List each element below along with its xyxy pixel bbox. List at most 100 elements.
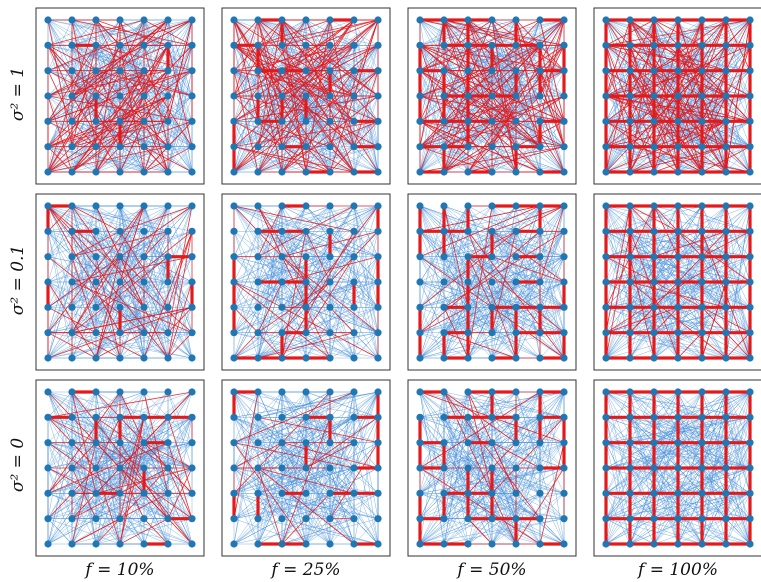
- network-node: [560, 303, 568, 311]
- network-node: [674, 143, 682, 151]
- network-node: [140, 41, 148, 49]
- random-edge: [143, 19, 193, 46]
- network-node: [140, 202, 148, 210]
- network-node: [488, 202, 496, 210]
- random-edge: [281, 205, 379, 333]
- network-node: [374, 143, 382, 151]
- network-node: [560, 16, 568, 24]
- network-node: [188, 253, 196, 261]
- network-edge: [47, 205, 73, 308]
- network-node: [698, 41, 706, 49]
- random-edge: [281, 95, 307, 147]
- random-edge: [677, 121, 703, 147]
- random-edge: [95, 95, 145, 173]
- network-node: [68, 227, 76, 235]
- network-node: [650, 92, 658, 100]
- network-node: [674, 41, 682, 49]
- network-node: [230, 253, 238, 261]
- network-node: [302, 202, 310, 210]
- random-edge: [233, 205, 355, 333]
- network-node: [326, 227, 334, 235]
- random-edge: [95, 256, 121, 283]
- network-node: [254, 354, 262, 362]
- network-node: [488, 303, 496, 311]
- network-node: [92, 92, 100, 100]
- network-node: [164, 143, 172, 151]
- network-node: [626, 67, 634, 75]
- network-node: [164, 41, 172, 49]
- random-edge: [653, 70, 727, 173]
- network-node: [164, 253, 172, 261]
- network-node: [464, 202, 472, 210]
- network-node: [68, 143, 76, 151]
- network-node: [560, 117, 568, 125]
- random-edge: [233, 95, 307, 173]
- network-node: [140, 67, 148, 75]
- random-edge: [443, 307, 469, 359]
- random-edge: [233, 19, 283, 97]
- network-node: [44, 41, 52, 49]
- network-edge: [419, 307, 445, 359]
- network-edge: [281, 307, 379, 333]
- network-node: [560, 92, 568, 100]
- random-edge: [653, 19, 679, 173]
- network-node: [698, 143, 706, 151]
- network-node: [140, 143, 148, 151]
- random-edge: [605, 19, 631, 46]
- random-edge: [71, 205, 121, 232]
- network-node: [278, 354, 286, 362]
- network-node: [188, 16, 196, 24]
- network-node: [92, 253, 100, 261]
- random-edge: [305, 45, 379, 97]
- network-node: [650, 41, 658, 49]
- random-edge: [419, 205, 541, 232]
- random-edge: [47, 19, 169, 122]
- network-node: [92, 227, 100, 235]
- network-node: [44, 253, 52, 261]
- network-node: [560, 354, 568, 362]
- network-node: [488, 329, 496, 337]
- random-edge: [605, 95, 751, 122]
- network-node: [230, 278, 238, 286]
- network-node: [254, 143, 262, 151]
- network-node: [560, 253, 568, 261]
- random-edge: [143, 205, 169, 257]
- network-node: [464, 168, 472, 176]
- network-node: [416, 278, 424, 286]
- random-edge: [329, 121, 355, 147]
- network-node: [722, 41, 730, 49]
- network-node: [488, 354, 496, 362]
- network-edge: [443, 205, 565, 257]
- network-node: [602, 117, 610, 125]
- network-node: [416, 329, 424, 337]
- network-node: [68, 253, 76, 261]
- network-node: [512, 92, 520, 100]
- network-node: [464, 92, 472, 100]
- random-edge: [143, 231, 193, 359]
- network-node: [650, 16, 658, 24]
- network-node: [674, 168, 682, 176]
- network-node: [278, 143, 286, 151]
- network-node: [92, 16, 100, 24]
- network-node: [326, 303, 334, 311]
- network-node: [674, 117, 682, 125]
- network-node: [440, 303, 448, 311]
- network-node: [164, 67, 172, 75]
- network-edge: [143, 281, 193, 359]
- network-edge: [143, 281, 169, 308]
- random-edge: [47, 256, 145, 333]
- network-nodes: [230, 16, 382, 176]
- network-node: [464, 227, 472, 235]
- network-node: [536, 92, 544, 100]
- network-node: [440, 227, 448, 235]
- network-node: [92, 278, 100, 286]
- random-edge: [167, 332, 193, 359]
- network-node: [254, 41, 262, 49]
- network-node: [512, 303, 520, 311]
- network-node: [44, 202, 52, 210]
- random-edge: [167, 19, 193, 122]
- network-node: [302, 16, 310, 24]
- network-node: [68, 303, 76, 311]
- network-node: [626, 143, 634, 151]
- random-edge: [257, 281, 283, 333]
